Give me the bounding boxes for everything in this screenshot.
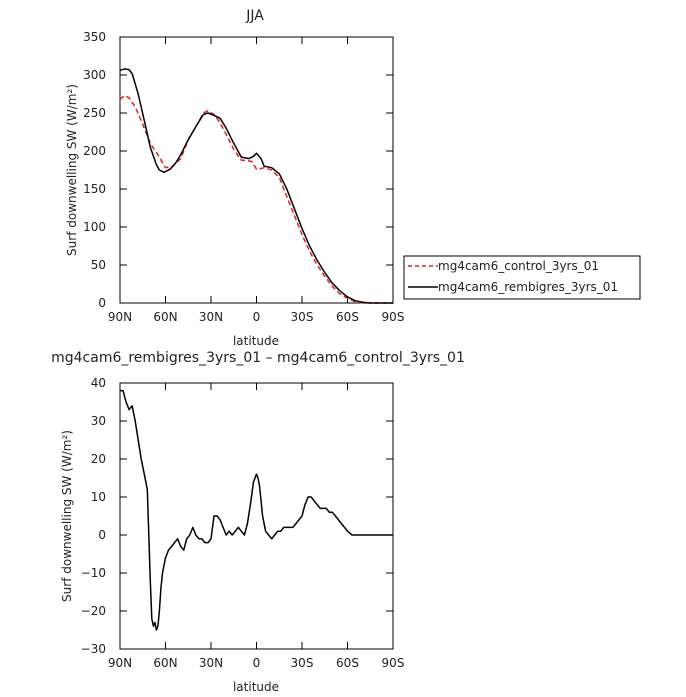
bottom-y-tick-label: 20 bbox=[91, 452, 106, 466]
bottom-x-tick-label: 60N bbox=[153, 656, 177, 670]
bottom-x-tick-label: 30N bbox=[199, 656, 223, 670]
bottom-y-tick-label: 0 bbox=[98, 528, 106, 542]
bottom-x-tick-label: 90N bbox=[108, 656, 132, 670]
top-x-tick-label: 90S bbox=[382, 310, 405, 324]
bottom-y-tick-label: −30 bbox=[81, 642, 106, 656]
legend: mg4cam6_control_3yrs_01 mg4cam6_rembigre… bbox=[403, 255, 641, 300]
bottom-tick-group: 90N 60N 30N 0 30S 60S 90S −30 −20 −10 0 10 20 30 40 bbox=[81, 376, 405, 670]
bottom-x-tick-label: 60S bbox=[336, 656, 359, 670]
legend-label-control: mg4cam6_control_3yrs_01 bbox=[438, 259, 599, 273]
bottom-x-tick-label: 0 bbox=[253, 656, 261, 670]
top-y-tick-label: 0 bbox=[98, 296, 106, 310]
bottom-x-axis-label: latitude bbox=[233, 680, 279, 694]
top-series-group bbox=[119, 68, 393, 304]
top-y-tick-label: 50 bbox=[91, 258, 106, 272]
top-x-tick-label: 0 bbox=[253, 310, 261, 324]
bottom-y-axis-label: Surf downwelling SW (W/m²) bbox=[60, 430, 74, 602]
top-y-tick-label: 150 bbox=[83, 182, 106, 196]
top-chart-title: JJA bbox=[245, 8, 264, 24]
bottom-y-tick-label: −10 bbox=[81, 566, 106, 580]
bottom-plot-frame bbox=[119, 382, 394, 650]
legend-box bbox=[403, 255, 641, 300]
top-y-tick-label: 200 bbox=[83, 144, 106, 158]
top-series-line-0 bbox=[119, 94, 393, 304]
top-y-tick-label: 300 bbox=[83, 68, 106, 82]
top-x-tick-label: 60S bbox=[336, 310, 359, 324]
bottom-panel: mg4cam6_rembigres_3yrs_01 – mg4cam6_cont… bbox=[51, 350, 465, 694]
bottom-y-tick-label: 10 bbox=[91, 490, 106, 504]
bottom-y-tick-label: 30 bbox=[91, 414, 106, 428]
top-x-axis-label: latitude bbox=[233, 334, 279, 348]
top-series-line-1 bbox=[119, 68, 393, 304]
top-y-axis-label: Surf downwelling SW (W/m²) bbox=[65, 84, 79, 256]
bottom-chart-title: mg4cam6_rembigres_3yrs_01 – mg4cam6_cont… bbox=[51, 350, 465, 366]
top-x-tick-label: 30N bbox=[199, 310, 223, 324]
top-y-tick-label: 350 bbox=[83, 30, 106, 44]
top-panel: JJA 90N 60N 30N 0 30S 60S 90S 0 50 100 150 200 250 30… bbox=[65, 8, 404, 348]
bottom-y-tick-label: 40 bbox=[91, 376, 106, 390]
bottom-y-tick-label: −20 bbox=[81, 604, 106, 618]
top-x-tick-label: 30S bbox=[291, 310, 314, 324]
top-x-tick-label: 90N bbox=[108, 310, 132, 324]
legend-label-rembigres: mg4cam6_rembigres_3yrs_01 bbox=[438, 280, 618, 294]
bottom-x-tick-label: 30S bbox=[291, 656, 314, 670]
top-y-tick-label: 100 bbox=[83, 220, 106, 234]
top-tick-group: 90N 60N 30N 0 30S 60S 90S 0 50 100 150 200 250 300 350 bbox=[83, 30, 404, 324]
bottom-series-line-0 bbox=[120, 389, 393, 631]
top-y-tick-label: 250 bbox=[83, 106, 106, 120]
bottom-series-group bbox=[120, 389, 393, 631]
top-x-tick-label: 60N bbox=[153, 310, 177, 324]
bottom-x-tick-label: 90S bbox=[382, 656, 405, 670]
